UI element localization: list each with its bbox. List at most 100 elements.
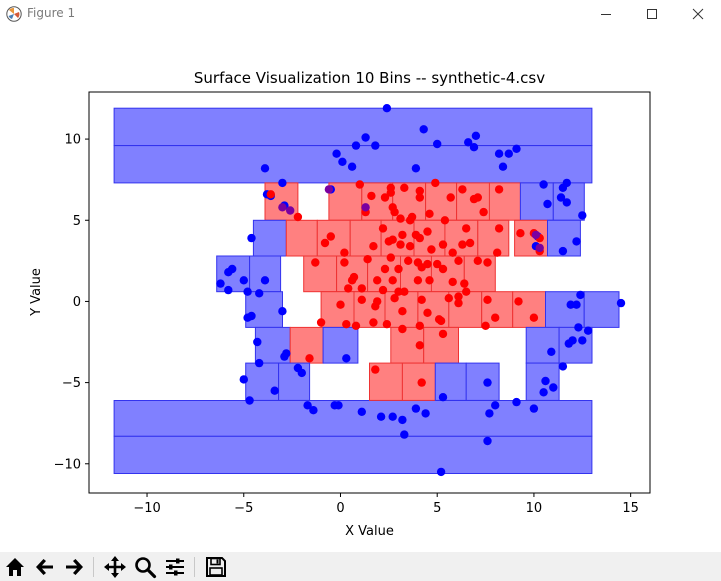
red-point [363, 255, 372, 264]
red-point [481, 321, 490, 330]
points-layer [216, 104, 626, 477]
red-point [400, 183, 409, 192]
blue-point [568, 336, 577, 345]
red-point [305, 354, 314, 363]
blue-point [398, 415, 407, 425]
close-button[interactable] [675, 0, 721, 28]
y-tick-label: −5 [62, 376, 81, 391]
blue-point [376, 412, 386, 421]
blue-point [255, 289, 264, 298]
red-bin-rect [285, 219, 318, 257]
red-point [454, 292, 463, 301]
blue-point [382, 104, 392, 113]
y-axis-label: Y Value [29, 268, 44, 317]
blue-point [578, 211, 587, 220]
red-point [405, 216, 415, 225]
red-point [382, 320, 392, 329]
red-point [357, 295, 366, 304]
red-point [413, 276, 423, 285]
red-point [514, 297, 523, 306]
blue-point [556, 193, 566, 202]
red-point [415, 233, 424, 243]
blue-point [347, 162, 357, 171]
configure-subplots-button[interactable] [162, 554, 188, 580]
x-tick-label: 0 [336, 501, 344, 516]
maximize-icon [647, 9, 657, 19]
x-axis-label: X Value [345, 524, 394, 539]
home-button[interactable] [2, 554, 28, 580]
blue-point [253, 337, 262, 347]
pan-button[interactable] [102, 554, 128, 580]
red-point [440, 216, 450, 225]
red-bin-rect [303, 255, 338, 293]
y-tick-label: 0 [73, 295, 81, 310]
blue-point [504, 149, 513, 158]
red-point [417, 378, 426, 387]
blue-bin-rect [245, 362, 280, 401]
red-point [479, 207, 488, 217]
red-point [415, 321, 424, 330]
blue-point [494, 149, 504, 158]
blue-point [361, 133, 370, 142]
red-point [529, 313, 539, 322]
blue-point [260, 276, 270, 285]
forward-button[interactable] [61, 554, 87, 580]
purple-point [535, 243, 544, 253]
save-button[interactable] [203, 554, 229, 580]
red-point [367, 191, 376, 201]
blue-bin-rect [252, 219, 287, 257]
blue-bin-rect [322, 326, 359, 364]
red-point [405, 242, 415, 251]
red-point [438, 329, 448, 339]
red-point [326, 232, 335, 241]
minimize-button[interactable] [583, 0, 629, 28]
red-point [371, 302, 380, 311]
blue-point [278, 307, 287, 316]
zoom-button[interactable] [132, 554, 158, 580]
red-point [371, 365, 380, 374]
blue-point [578, 336, 587, 345]
configure-subplots-icon [166, 558, 184, 576]
purple-point [531, 230, 541, 240]
red-point [373, 276, 382, 285]
blue-bin-rect [583, 291, 620, 328]
x-tick-label: −5 [234, 501, 253, 516]
red-bin-rect [512, 291, 547, 328]
blue-point [547, 347, 556, 356]
red-point [336, 300, 345, 309]
red-point [446, 193, 455, 202]
x-tick-label: 10 [526, 501, 543, 516]
blue-point [529, 404, 539, 413]
red-point [473, 256, 482, 265]
red-point [380, 193, 390, 202]
red-point [342, 320, 351, 329]
blue-point [572, 300, 581, 309]
red-bin-rect [264, 182, 299, 221]
blue-point [351, 141, 361, 150]
blue-point [411, 404, 421, 413]
back-button[interactable] [32, 554, 58, 580]
red-point [400, 287, 409, 296]
red-point [293, 212, 303, 222]
red-point [494, 224, 504, 233]
red-point [494, 185, 504, 194]
maximize-button[interactable] [629, 0, 675, 28]
red-point [344, 284, 353, 293]
blue-point [574, 323, 583, 332]
red-point [458, 240, 467, 249]
red-point [438, 240, 448, 249]
blue-point [243, 313, 252, 322]
red-point [347, 276, 357, 285]
blue-point [541, 376, 550, 386]
blue-point [421, 409, 430, 418]
red-point [415, 186, 424, 196]
back-arrow-icon [36, 559, 53, 575]
blue-point [371, 141, 380, 150]
blue-point [278, 178, 287, 188]
blue-point [539, 180, 548, 189]
blue-point [616, 298, 626, 308]
blue-point [247, 233, 256, 243]
blue-point [464, 138, 473, 147]
blue-point [558, 362, 568, 371]
red-point [266, 190, 275, 199]
